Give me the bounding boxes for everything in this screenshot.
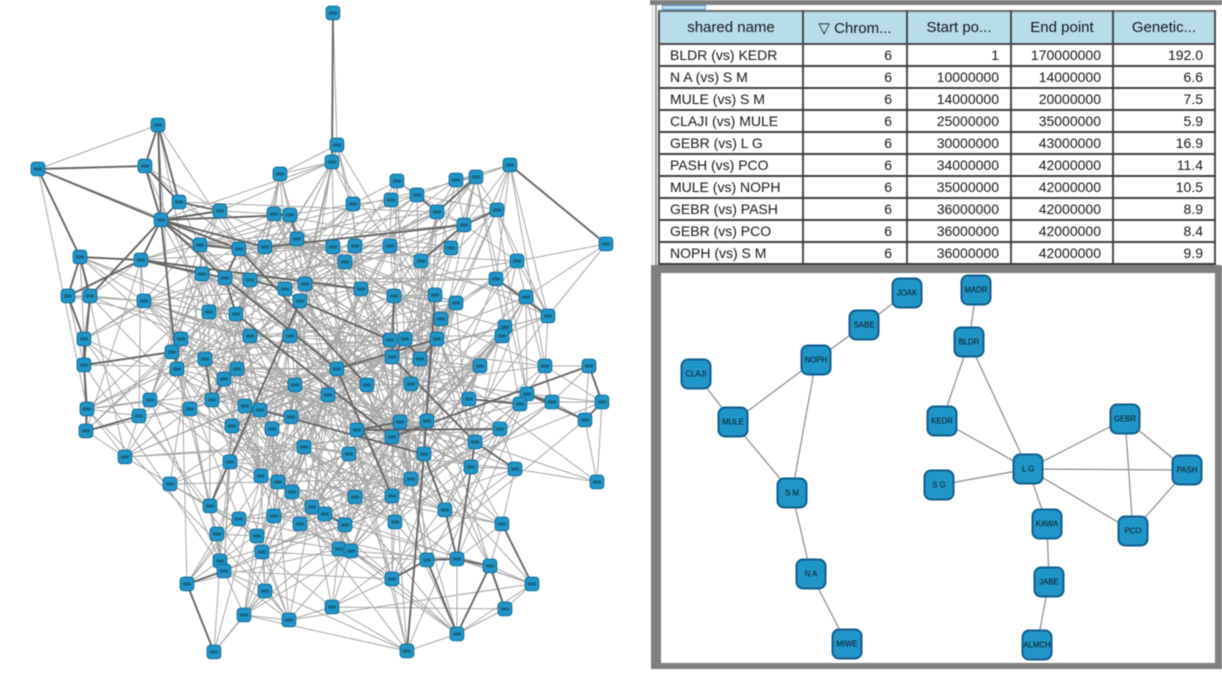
svg-text:MADR: MADR [965,286,988,295]
svg-text:SABE: SABE [854,321,875,330]
svg-text:PCO: PCO [1125,527,1142,536]
svg-text:JOAK: JOAK [897,289,918,298]
svg-text:KEDR: KEDR [931,417,953,426]
svg-text:MIWE: MIWE [836,640,857,649]
svg-text:PASH: PASH [1177,466,1198,475]
svg-text:KAWA: KAWA [1036,520,1059,529]
svg-text:GEBR: GEBR [1114,415,1136,424]
svg-text:MULE: MULE [722,418,744,427]
svg-text:JABE: JABE [1039,578,1059,587]
svg-text:L G: L G [1022,465,1034,474]
svg-text:ALMCH: ALMCH [1023,641,1050,650]
svg-text:S M: S M [785,489,799,498]
svg-text:S G: S G [932,481,945,490]
svg-text:BLDR: BLDR [959,338,980,347]
svg-text:CLAJI: CLAJI [685,370,706,379]
svg-text:NOPH: NOPH [805,356,828,365]
svg-text:N A: N A [805,570,818,579]
